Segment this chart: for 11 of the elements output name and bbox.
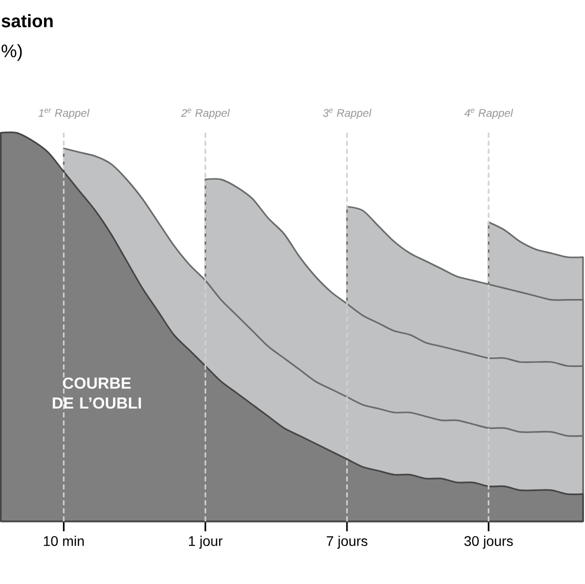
x-tick-label: 30 jours [464,536,513,549]
ref-line-label: 2$^{e}$ Rappel [181,108,230,119]
chart-subtitle: %) [2,44,22,61]
x-tick-label: 7 jours [326,536,368,549]
ref-line-label: 4$^{e}$ Rappel [464,108,514,119]
chart-title: sation [2,14,53,28]
x-tick-label: 10 min [44,536,84,546]
ref-line-label: 3$^{e}$ Rappel [322,108,372,119]
x-tick-label: 1 jour [189,536,223,549]
series-label: COURBE DE L’OUBLI [52,377,141,409]
ref-line-label: 1$^{er}$ Rappel [38,108,90,119]
